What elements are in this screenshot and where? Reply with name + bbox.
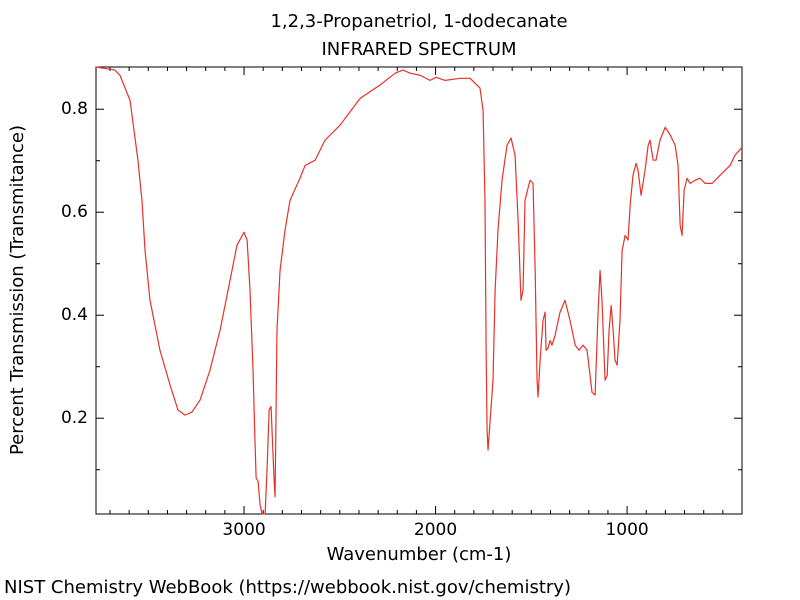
- chart-subtitle: INFRARED SPECTRUM: [321, 39, 516, 60]
- x-axis-label: Wavenumber (cm-1): [327, 544, 512, 565]
- y-axis-label: Percent Transmission (Transmitance): [7, 125, 28, 455]
- footer: NIST Chemistry WebBook (https://webbook.…: [4, 577, 571, 598]
- spectrum-line: [95, 66, 743, 515]
- chart-title: 1,2,3-Propanetriol, 1-dodecanate: [270, 11, 567, 32]
- x-tick-label: 1000: [605, 520, 648, 540]
- x-tick-label: 3000: [222, 520, 265, 540]
- y-tick-label: 0.2: [61, 408, 88, 428]
- plot-frame: [95, 66, 743, 515]
- y-tick-label: 0.8: [61, 99, 88, 119]
- y-tick-label: 0.6: [61, 202, 88, 222]
- x-tick-label: 2000: [414, 520, 457, 540]
- y-tick-label: 0.4: [61, 305, 88, 325]
